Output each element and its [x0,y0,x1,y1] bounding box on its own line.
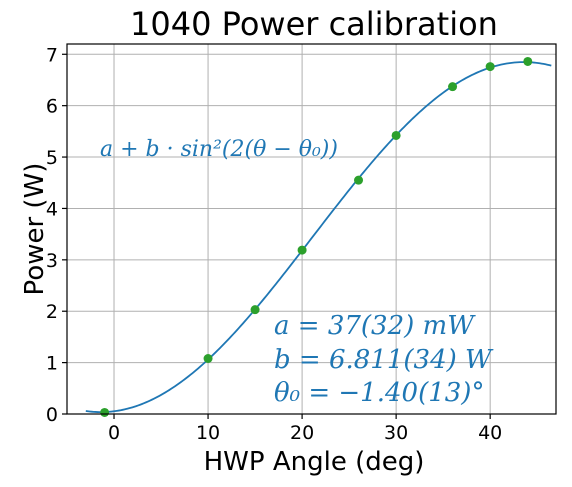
chart-title: 1040 Power calibration [130,5,498,43]
y-tick-label: 0 [46,404,58,426]
data-point [203,354,213,363]
data-point [523,56,533,66]
annotations: a + b · sin²(2(θ − θ₀)) a = 37(32) mW b … [100,137,494,408]
fit-curve-layer [85,61,552,414]
data-point [448,82,458,92]
y-tick-label: 2 [46,301,58,323]
plot-frame [66,43,557,415]
data-points-layer [100,56,533,417]
data-point [391,130,401,140]
x-axis-label: HWP Angle (deg) [204,447,425,477]
fit-curve [85,61,552,414]
data-point [250,305,260,315]
y-tick-label: 7 [46,44,58,66]
y-tick-label: 3 [46,250,58,272]
data-point [354,175,364,185]
y-tick-label: 6 [46,96,58,118]
tick-labels: 0 10 20 30 40 0 1 2 3 4 5 6 7 [46,44,502,444]
y-tick-label: 4 [46,198,58,220]
x-tick-label: 30 [384,422,408,444]
data-point [485,62,495,72]
y-tick-label: 5 [46,147,58,169]
fit-param-b-annotation: b = 6.811(34) W [274,345,494,375]
x-tick-label: 0 [108,422,120,444]
x-tick-label: 40 [478,422,502,444]
data-point [100,407,110,417]
fit-param-a-annotation: a = 37(32) mW [274,311,476,341]
y-axis-label: Power (W) [20,163,50,296]
data-point [297,245,307,255]
x-tick-label: 20 [290,422,314,444]
fit-param-theta0-annotation: θ₀ = −1.40(13)° [274,378,484,408]
y-tick-label: 1 [46,353,58,375]
x-tick-label: 10 [196,422,220,444]
axes [62,43,557,419]
fit-formula-annotation: a + b · sin²(2(θ − θ₀)) [100,137,338,162]
